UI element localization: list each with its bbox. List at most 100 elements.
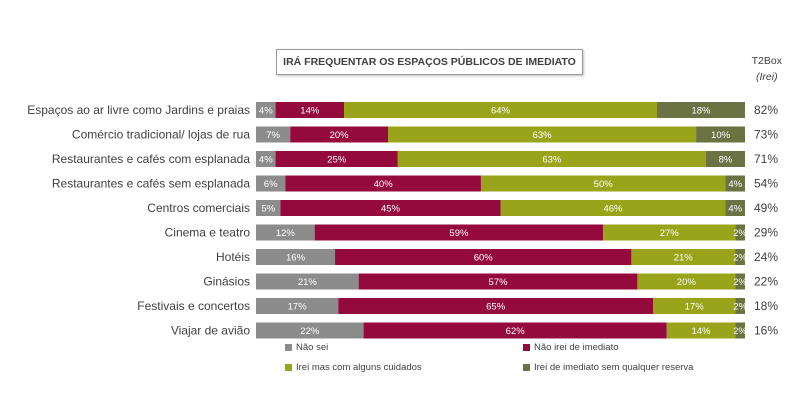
t2box-value: 29% <box>754 226 778 240</box>
bar-segment-irei_sem_reserva <box>725 175 745 192</box>
bar-segment-irei_cuidados <box>637 273 736 290</box>
category-label: Restaurantes e cafés sem esplanada <box>52 177 250 191</box>
legend-swatch <box>285 364 292 371</box>
bar-segment-nao_sei <box>256 175 286 192</box>
data-label: 18% <box>691 106 711 117</box>
bar-segment-nao_irei <box>363 322 667 339</box>
data-label: 20% <box>677 277 697 288</box>
data-label: 2% <box>733 253 747 264</box>
t2box-value: 18% <box>754 299 778 313</box>
legend-swatch <box>523 364 530 371</box>
legend-item-irei_sem_reserva: Irei de imediato sem qualquer reserva <box>523 362 693 373</box>
data-label: 5% <box>261 204 275 215</box>
data-label: 63% <box>542 155 562 166</box>
bar-segment-nao_sei <box>256 200 281 216</box>
bar-segment-nao_irei <box>358 273 638 290</box>
t2box-value: 22% <box>754 275 778 289</box>
legend-label: Não irei de imediato <box>534 342 619 353</box>
t2box-header-line1: T2Box <box>751 55 782 67</box>
bar-segment-nao_irei <box>335 249 632 265</box>
t2box-value: 71% <box>754 152 778 166</box>
data-label: 40% <box>374 179 394 190</box>
legend-item-nao_sei: Não sei <box>285 342 328 353</box>
data-label: 50% <box>594 179 614 190</box>
data-label: 27% <box>660 228 680 239</box>
bar-segment-irei_sem_reserva <box>735 298 745 314</box>
t2box-value: 73% <box>754 128 778 142</box>
category-label: Espaços ao ar livre como Jardins e praia… <box>27 103 250 117</box>
bar-segment-nao_irei <box>338 298 654 314</box>
bar-segment-nao_irei <box>275 151 398 167</box>
bar-segment-irei_cuidados <box>388 126 697 143</box>
data-label: 21% <box>674 253 694 264</box>
data-label: 65% <box>486 302 506 313</box>
bar-segment-irei_cuidados <box>397 151 706 167</box>
t2box-header: T2Box (Irei) <box>752 53 782 85</box>
bar-segment-irei_cuidados <box>603 224 736 241</box>
category-label: Viajar de avião <box>171 324 250 338</box>
bar-segment-irei_sem_reserva <box>656 102 745 118</box>
data-label: 2% <box>733 302 747 313</box>
bar-segment-nao_sei <box>256 126 291 143</box>
data-label: 62% <box>506 326 526 337</box>
data-label: 17% <box>288 302 308 313</box>
bar-segment-irei_sem_reserva <box>735 322 745 339</box>
bar-segment-irei_cuidados <box>631 249 736 265</box>
data-label: 60% <box>474 253 494 264</box>
bar-segment-irei_cuidados <box>344 102 657 118</box>
bar-segment-nao_irei <box>285 175 481 192</box>
bar-segment-nao_sei <box>256 322 364 339</box>
data-label: 4% <box>259 155 273 166</box>
bar-segment-irei_cuidados <box>653 298 736 314</box>
data-label: 63% <box>533 130 553 141</box>
legend-label: Irei mas com alguns cuidados <box>296 362 422 373</box>
data-label: 14% <box>300 106 320 117</box>
bar-segment-irei_cuidados <box>666 322 736 339</box>
bar-segment-irei_cuidados <box>480 175 726 192</box>
data-label: 10% <box>711 130 731 141</box>
bar-segment-nao_irei <box>290 126 389 143</box>
bar-segment-nao_sei <box>256 151 276 167</box>
legend-label: Irei de imediato sem qualquer reserva <box>534 362 694 373</box>
bar-segment-irei_sem_reserva <box>725 200 745 216</box>
category-label: Ginásios <box>203 275 250 289</box>
legend-item-nao_irei: Não irei de imediato <box>523 342 619 353</box>
data-label: 2% <box>733 326 747 337</box>
data-label: 12% <box>276 228 296 239</box>
bar-segment-nao_sei <box>256 298 339 314</box>
legend-item-irei_cuidados: Irei mas com alguns cuidados <box>285 362 422 373</box>
bar-segment-nao_sei <box>256 102 276 118</box>
category-label: Cinema e teatro <box>165 226 251 240</box>
data-label: 7% <box>266 130 280 141</box>
data-label: 57% <box>489 277 509 288</box>
category-label: Festivais e concertos <box>137 299 250 313</box>
data-label: 21% <box>298 277 318 288</box>
legend-swatch <box>285 344 292 351</box>
bar-segment-irei_cuidados <box>500 200 726 216</box>
t2box-value: 82% <box>754 103 778 117</box>
legend-label: Não sei <box>296 342 329 353</box>
data-label: 20% <box>330 130 350 141</box>
category-label: Hotéis <box>216 250 250 264</box>
t2box-value: 16% <box>754 324 778 338</box>
legend-swatch <box>523 344 530 351</box>
bar-segment-irei_sem_reserva <box>735 273 745 290</box>
chart-legend: Não sei Não irei de imediato Irei mas com … <box>285 342 765 382</box>
bar-segment-nao_irei <box>314 224 604 241</box>
data-label: 64% <box>491 106 511 117</box>
data-label: 16% <box>286 253 306 264</box>
category-label: Comércio tradicional/ lojas de rua <box>72 128 250 142</box>
bar-segment-nao_irei <box>275 102 345 118</box>
bar-segment-irei_sem_reserva <box>705 151 745 167</box>
bar-segment-irei_sem_reserva <box>735 249 745 265</box>
bar-segment-nao_sei <box>256 273 359 290</box>
data-label: 2% <box>733 277 747 288</box>
t2box-value: 54% <box>754 177 778 191</box>
bar-segment-nao_sei <box>256 249 336 265</box>
category-label: Centros comerciais <box>147 201 250 215</box>
data-label: 6% <box>264 179 278 190</box>
bar-segment-irei_sem_reserva <box>735 224 745 241</box>
t2box-value: 24% <box>754 250 778 264</box>
data-label: 46% <box>603 204 623 215</box>
t2box-header-line2: (Irei) <box>756 71 778 83</box>
